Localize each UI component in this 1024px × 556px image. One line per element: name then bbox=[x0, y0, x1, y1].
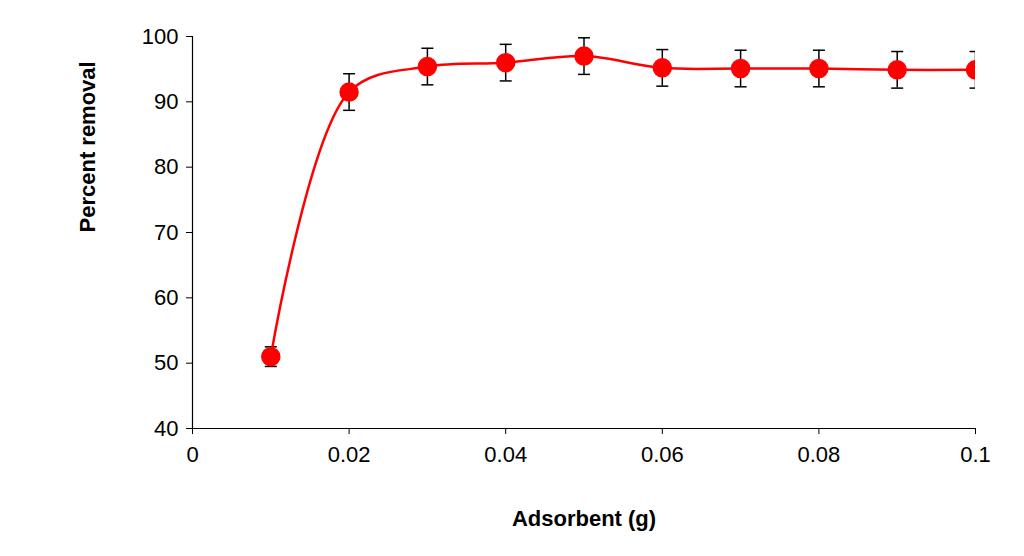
svg-text:50: 50 bbox=[154, 350, 178, 375]
svg-text:0: 0 bbox=[186, 442, 198, 467]
svg-text:80: 80 bbox=[154, 154, 178, 179]
svg-text:Adsorbent (g): Adsorbent (g) bbox=[512, 506, 656, 531]
svg-text:0.02: 0.02 bbox=[328, 442, 371, 467]
svg-text:60: 60 bbox=[154, 285, 178, 310]
svg-text:Percent removal: Percent removal bbox=[75, 61, 100, 232]
svg-text:90: 90 bbox=[154, 89, 178, 114]
svg-text:0.06: 0.06 bbox=[641, 442, 684, 467]
svg-text:0.08: 0.08 bbox=[797, 442, 840, 467]
svg-text:0.04: 0.04 bbox=[484, 442, 527, 467]
svg-text:70: 70 bbox=[154, 220, 178, 245]
svg-text:40: 40 bbox=[154, 416, 178, 441]
svg-text:0.1: 0.1 bbox=[960, 442, 991, 467]
svg-text:100: 100 bbox=[142, 24, 179, 49]
